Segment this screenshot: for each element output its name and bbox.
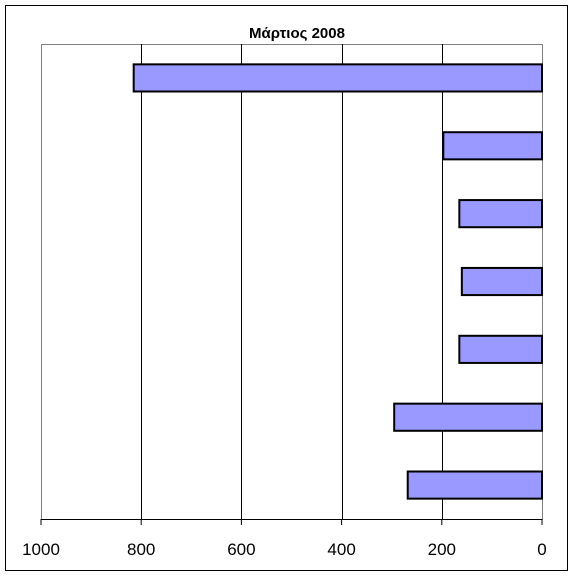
x-tick-label-0: 0 [537, 540, 546, 559]
bar-4 [460, 266, 543, 297]
x-tick-label-600: 600 [227, 540, 255, 559]
x-axis [40, 519, 543, 525]
x-tick-label-800: 800 [127, 540, 155, 559]
x-tick-labels: 1000 800 600 400 200 0 [22, 540, 547, 559]
bar-2 [442, 131, 544, 161]
bar-5 [458, 334, 543, 364]
x-tick-label-200: 200 [428, 540, 456, 559]
chart-title: Μάρτιος 2008 [249, 25, 345, 42]
bar-6 [393, 402, 543, 432]
bar-3 [458, 199, 543, 229]
bars [132, 63, 544, 500]
bar-7 [406, 470, 543, 500]
x-tick-label-1000: 1000 [22, 540, 60, 559]
x-tick-label-400: 400 [327, 540, 355, 559]
gridlines [141, 44, 443, 519]
bar-1 [132, 63, 543, 93]
